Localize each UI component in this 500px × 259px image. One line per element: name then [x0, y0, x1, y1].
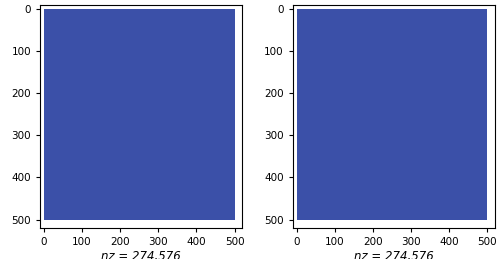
- X-axis label: nz = 274,576: nz = 274,576: [101, 250, 181, 259]
- X-axis label: nz = 274,576: nz = 274,576: [354, 250, 434, 259]
